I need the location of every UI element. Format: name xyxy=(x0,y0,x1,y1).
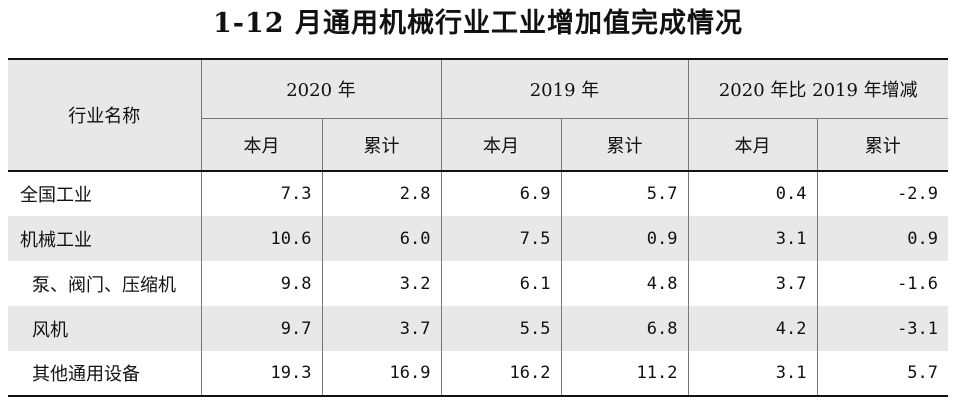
cell-value: 16.2 xyxy=(440,351,561,397)
table-row: 机械工业 10.6 6.0 7.5 0.9 3.1 0.9 xyxy=(8,216,949,261)
header-sub-month: 本月 xyxy=(440,118,561,172)
cell-value: 7.5 xyxy=(440,216,561,261)
header-group-change: 2020 年比 2019 年增减 xyxy=(687,58,949,119)
cell-value: 5.7 xyxy=(816,351,949,397)
cell-value: 3.7 xyxy=(687,261,817,306)
cell-value: 6.1 xyxy=(440,261,561,306)
header-row-groups: 行业名称 2020 年 2019 年 2020 年比 2019 年增减 xyxy=(8,58,949,172)
header-sub-cumulative: 累计 xyxy=(321,118,441,172)
cell-value: 0.9 xyxy=(560,216,688,261)
cell-value: -3.1 xyxy=(816,306,949,351)
cell-value: 6.0 xyxy=(321,216,441,261)
table-row: 泵、阀门、压缩机 9.8 3.2 6.1 4.8 3.7 -1.6 xyxy=(8,261,949,306)
cell-value: 19.3 xyxy=(200,351,322,397)
cell-value: 3.1 xyxy=(687,216,817,261)
cell-value: 0.9 xyxy=(816,216,949,261)
cell-value: -2.9 xyxy=(816,171,949,216)
table-title: 1-12 月通用机械行业工业增加值完成情况 xyxy=(213,8,743,39)
header-industry-name: 行业名称 xyxy=(8,58,201,172)
cell-value: 6.8 xyxy=(560,306,688,351)
cell-value: -1.6 xyxy=(816,261,949,306)
cell-value: 4.8 xyxy=(560,261,688,306)
cell-value: 4.2 xyxy=(687,306,817,351)
header-group-2019: 2019 年 xyxy=(440,58,688,119)
cell-value: 11.2 xyxy=(560,351,688,397)
cell-value: 3.2 xyxy=(321,261,441,306)
cell-value: 3.1 xyxy=(687,351,817,397)
row-name: 全国工业 xyxy=(20,185,92,206)
cell-value: 9.8 xyxy=(200,261,322,306)
cell-value: 5.7 xyxy=(560,171,688,216)
cell-value: 3.7 xyxy=(321,306,441,351)
cell-value: 5.5 xyxy=(440,306,561,351)
industry-value-added-table: 行业名称 2020 年 2019 年 2020 年比 2019 年增减 本月 累… xyxy=(8,58,949,397)
table-row: 风机 9.7 3.7 5.5 6.8 4.2 -3.1 xyxy=(8,306,949,351)
header-sub-month: 本月 xyxy=(687,118,817,172)
row-name: 其他通用设备 xyxy=(8,351,201,397)
cell-value: 16.9 xyxy=(321,351,441,397)
header-group-2020: 2020 年 xyxy=(200,58,441,119)
cell-value: 2.8 xyxy=(321,171,441,216)
cell-value: 10.6 xyxy=(200,216,322,261)
table-row: 其他通用设备 19.3 16.9 16.2 11.2 3.1 5.7 xyxy=(8,351,949,397)
row-name: 风机 xyxy=(8,306,201,351)
row-name: 机械工业 xyxy=(8,216,201,261)
cell-value: 9.7 xyxy=(200,306,322,351)
row-name: 泵、阀门、压缩机 xyxy=(32,274,176,296)
table-row: 全国工业 7.3 2.8 6.9 5.7 0.4 -2.9 xyxy=(8,171,949,216)
cell-value: 6.9 xyxy=(440,171,561,216)
header-sub-cumulative: 累计 xyxy=(560,118,688,172)
cell-value: 7.3 xyxy=(200,171,322,216)
cell-value: 0.4 xyxy=(687,171,817,216)
header-sub-cumulative: 累计 xyxy=(816,118,949,172)
header-sub-month: 本月 xyxy=(200,118,322,172)
header-row-sub: 本月 累计 本月 累计 本月 累计 xyxy=(8,118,949,172)
